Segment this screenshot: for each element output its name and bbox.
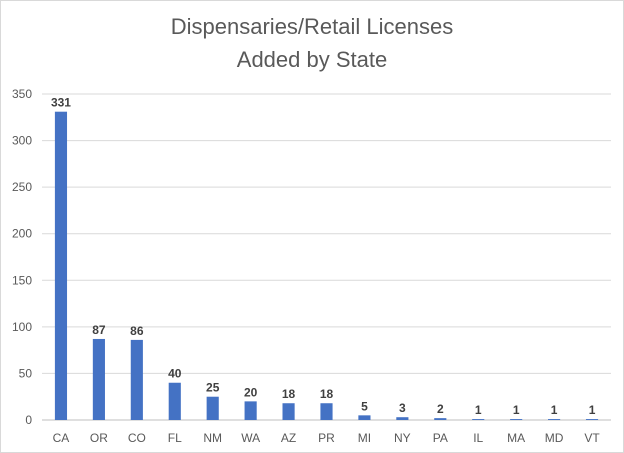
x-tick-label-pr: PR (318, 431, 335, 445)
bar-az (282, 403, 295, 420)
x-tick-label-mi: MI (358, 431, 371, 445)
bar-pa (434, 418, 447, 420)
chart-title-line-2: Added by State (237, 47, 387, 72)
data-label-co: 86 (130, 324, 144, 338)
y-tick-label: 200 (12, 227, 32, 241)
bar-or (92, 338, 105, 420)
x-tick-label-or: OR (90, 431, 108, 445)
x-tick-label-fl: FL (168, 431, 182, 445)
data-label-fl: 40 (168, 367, 182, 381)
x-tick-label-wa: WA (241, 431, 260, 445)
bar-ma (510, 419, 523, 420)
data-label-nm: 25 (206, 381, 220, 395)
data-label-ca: 331 (51, 96, 71, 110)
x-tick-label-pa: PA (433, 431, 448, 445)
bars (54, 111, 599, 420)
bar-il (472, 419, 485, 420)
bar-co (130, 339, 143, 420)
y-tick-label: 100 (12, 320, 32, 334)
x-tick-label-il: IL (473, 431, 483, 445)
data-label-ny: 3 (399, 401, 406, 415)
data-label-vt: 1 (589, 403, 596, 417)
data-labels: 331 87 86 40 25 20 18 18 5 3 2 1 1 1 1 (51, 96, 596, 417)
data-label-pr: 18 (320, 387, 334, 401)
bar-ny (396, 417, 409, 420)
data-label-ma: 1 (513, 403, 520, 417)
x-tick-label-ca: CA (53, 431, 70, 445)
y-tick-label: 300 (12, 134, 32, 148)
x-tick-label-ny: NY (394, 431, 411, 445)
y-tick-label: 50 (19, 366, 33, 380)
data-label-mi: 5 (361, 399, 368, 413)
data-label-pa: 2 (437, 402, 444, 416)
y-tick-label: 350 (12, 87, 32, 101)
x-axis-ticks: CA OR CO FL NM WA AZ PR MI NY PA IL MA MD VT (53, 431, 601, 445)
data-label-md: 1 (551, 403, 558, 417)
chart-title-line-1: Dispensaries/Retail Licenses (171, 14, 453, 39)
x-tick-label-nm: NM (203, 431, 222, 445)
bar-md (548, 419, 561, 420)
bar-nm (206, 396, 219, 420)
bar-vt (585, 419, 599, 420)
gridlines (42, 93, 611, 421)
bar-fl (168, 382, 181, 420)
data-label-az: 18 (282, 387, 296, 401)
y-tick-label: 150 (12, 273, 32, 287)
x-tick-label-co: CO (128, 431, 146, 445)
x-tick-label-vt: VT (584, 431, 600, 445)
x-tick-label-ma: MA (507, 431, 525, 445)
data-label-or: 87 (92, 323, 106, 337)
bar-ca (54, 111, 68, 420)
y-tick-label: 0 (25, 413, 32, 427)
y-axis-ticks: 0 50 100 150 200 250 300 350 (12, 87, 32, 427)
bar-pr (320, 403, 333, 420)
y-tick-label: 250 (12, 180, 32, 194)
bar-mi (358, 415, 371, 420)
data-label-wa: 20 (244, 385, 258, 399)
x-tick-label-md: MD (545, 431, 564, 445)
bar-wa (244, 401, 257, 420)
data-label-il: 1 (475, 403, 482, 417)
x-tick-label-az: AZ (281, 431, 296, 445)
